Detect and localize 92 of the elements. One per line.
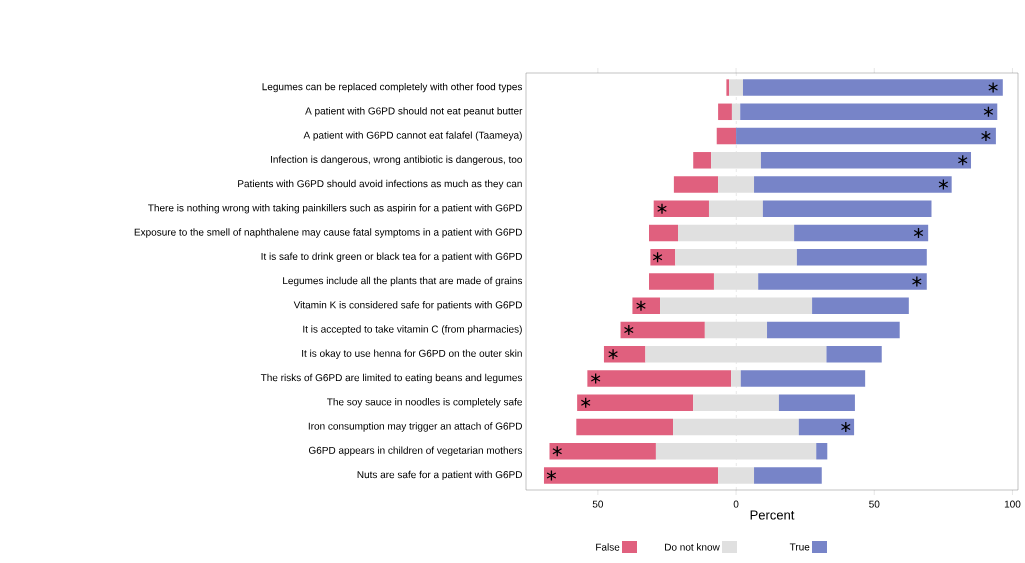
bar (796, 249, 927, 266)
bar (704, 321, 768, 339)
y-tick-label: Legumes can be replaced completely with other food types (262, 82, 523, 93)
y-tick-label: There is nothing wrong with taking painkillers such as aspirin for a patient with G6PD (148, 204, 522, 214)
bar (660, 297, 813, 314)
legend-label: Do not know (665, 543, 720, 551)
point (590, 372, 601, 385)
point (552, 445, 563, 457)
bar (576, 418, 674, 436)
bar (649, 273, 714, 290)
bar (716, 127, 737, 145)
bar (632, 297, 661, 314)
point (938, 178, 949, 191)
point (657, 203, 667, 215)
y-tick-label: The risks of G6PD are limited to eating beans and legumes (260, 373, 523, 384)
bar (673, 418, 799, 436)
bar (650, 249, 676, 266)
y-tick-label: It is accepted to take vitamin C (from pharmacies) (303, 325, 522, 335)
bar (678, 224, 795, 242)
bar (740, 103, 998, 121)
bar (762, 200, 932, 218)
bar (816, 442, 828, 460)
point (988, 81, 999, 94)
bar (736, 127, 996, 145)
point (957, 154, 968, 166)
bar (778, 394, 855, 411)
bar (731, 370, 741, 387)
point (608, 348, 619, 360)
y-tick-label: Patients with G6PD should avoid infections as much as they can (238, 179, 522, 190)
bar (718, 467, 755, 484)
y-tick-label: The soy sauce in noodles is completely safe (327, 398, 522, 408)
bar (693, 152, 712, 169)
x-tick-label: 100 (1004, 500, 1021, 508)
bar (713, 273, 759, 290)
bar (826, 345, 882, 363)
bar (731, 103, 741, 121)
bar (740, 370, 866, 387)
bar (673, 176, 719, 193)
bar (587, 370, 732, 387)
bar (718, 176, 755, 193)
point (652, 251, 663, 263)
point (980, 130, 991, 142)
point (636, 300, 646, 312)
point (911, 275, 922, 288)
bar (754, 467, 822, 484)
y-tick-label: It is safe to drink green or black tea for a patient with G6PD (261, 252, 522, 262)
x-tick-label: 50 (869, 500, 880, 508)
point (840, 421, 851, 433)
bar (729, 79, 743, 96)
bar (711, 152, 761, 169)
point (546, 469, 557, 482)
bar (812, 297, 909, 314)
point (623, 324, 634, 336)
y-tick-label: Iron consumption may trigger an attach of G6PD (308, 422, 522, 432)
bar (653, 200, 709, 218)
x-tick-label: 50 (592, 500, 604, 508)
bar (718, 103, 732, 121)
bar (742, 79, 1003, 96)
bar (645, 345, 827, 363)
legend-label: True (789, 543, 810, 551)
x-tick-label: 0 (733, 500, 739, 508)
bar (603, 345, 646, 363)
bar (549, 442, 656, 460)
bar (693, 394, 779, 411)
bar (760, 152, 972, 169)
y-tick-label: Infection is dangerous, wrong antibiotic is dangerous, too (271, 155, 522, 165)
x-axis-title: Percent (750, 510, 795, 520)
y-tick-label: A patient with G6PD should not eat peanut butter (305, 107, 523, 117)
bar (620, 321, 705, 339)
bar (754, 176, 952, 193)
y-tick-label: Nuts are safe for a patient with G6PD (357, 470, 522, 481)
bar (798, 418, 855, 436)
bar (708, 200, 763, 218)
bar (726, 79, 730, 96)
point (913, 227, 924, 239)
legend-label: False (596, 543, 620, 551)
y-tick-label: Exposure to the smell of naphthalene may cause fatal symptoms in a patient with G6PD (134, 228, 522, 238)
bar (577, 394, 694, 411)
point (983, 106, 994, 118)
y-tick-label: It is okay to use henna for G6PD on the outer skin (302, 349, 522, 359)
y-tick-label: G6PD appears in children of vegetarian mothers (308, 446, 523, 456)
bar (794, 224, 929, 242)
y-tick-label: A patient with G6PD cannot eat falafel (Taameya) (303, 131, 522, 141)
y-tick-label: Legumes include all the plants that are made of grains (283, 276, 523, 287)
bar (675, 249, 797, 266)
bar (758, 273, 927, 290)
bar (767, 321, 900, 339)
bar (655, 442, 817, 460)
point (580, 397, 591, 409)
bar (543, 467, 719, 484)
y-tick-label: Vitamin K is considered safe for patients with G6PD (293, 301, 522, 311)
bar (649, 224, 679, 242)
